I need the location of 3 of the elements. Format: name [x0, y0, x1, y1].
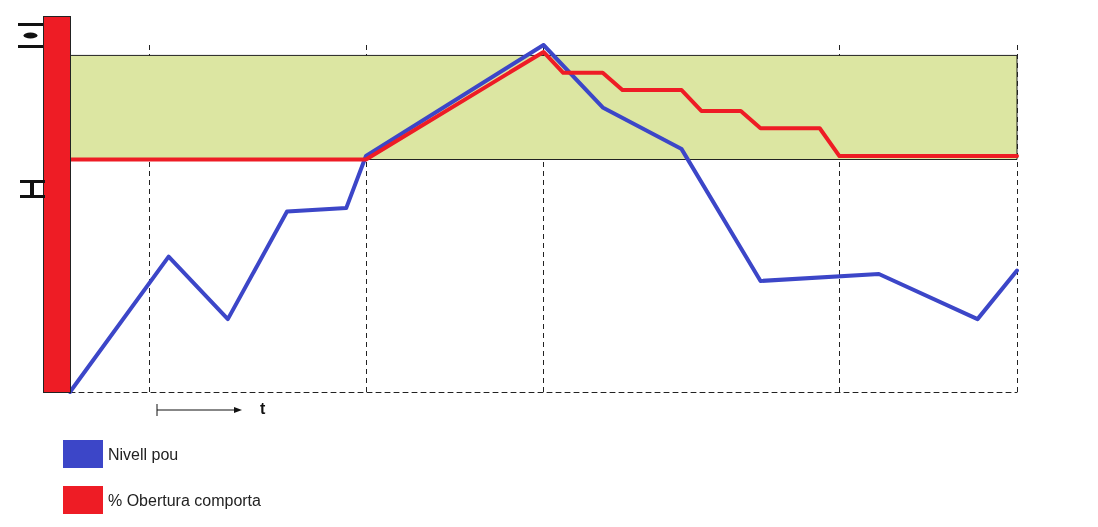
- x-axis-title: t: [260, 400, 266, 418]
- legend-label: % Obertura comporta: [108, 491, 262, 509]
- legend-label: Nivell pou: [108, 445, 179, 463]
